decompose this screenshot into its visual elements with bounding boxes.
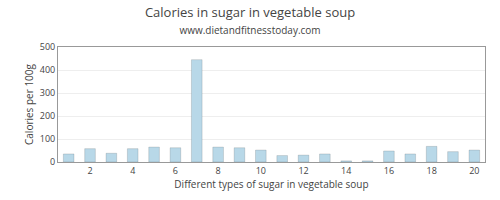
svg-text:200: 200 [40,109,55,122]
svg-text:300: 300 [40,86,55,99]
svg-text:14: 14 [341,164,351,177]
svg-text:0: 0 [50,155,55,168]
svg-text:Calories per 100g: Calories per 100g [22,63,36,145]
svg-text:12: 12 [298,164,308,177]
svg-text:Calories in sugar in vegetable: Calories in sugar in vegetable soupwww.d… [145,3,355,37]
svg-text:4: 4 [130,164,135,177]
svg-text:8: 8 [216,164,221,177]
svg-text:2: 2 [87,164,92,177]
svg-text:400: 400 [40,63,55,76]
svg-text:10: 10 [256,164,266,177]
svg-text:Different types of sugar in ve: Different types of sugar in vegetable so… [174,177,368,191]
svg-text:18: 18 [426,164,436,177]
svg-text:6: 6 [173,164,178,177]
svg-text:16: 16 [384,164,394,177]
svg-text:100: 100 [40,132,55,145]
svg-text:500: 500 [40,40,55,53]
svg-text:20: 20 [469,164,479,177]
